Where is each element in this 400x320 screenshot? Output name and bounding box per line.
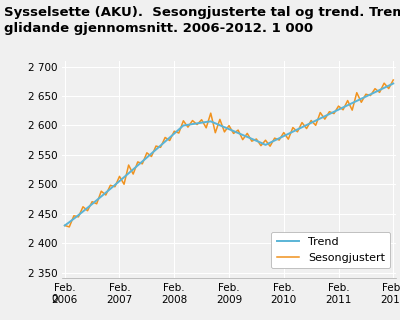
Sesongjustert xyxy=(67,225,72,229)
Legend: Trend, Sesongjustert: Trend, Sesongjustert xyxy=(271,232,390,268)
Text: 0: 0 xyxy=(52,294,58,304)
Sesongjustert xyxy=(231,132,236,135)
Trend xyxy=(135,164,140,167)
Sesongjustert xyxy=(140,162,145,166)
Trend xyxy=(336,108,341,112)
Trend xyxy=(359,97,364,101)
Line: Sesongjustert: Sesongjustert xyxy=(65,80,393,227)
Trend xyxy=(391,82,396,85)
Sesongjustert xyxy=(62,224,67,228)
Trend xyxy=(345,103,350,107)
Sesongjustert xyxy=(391,78,396,82)
Sesongjustert xyxy=(341,108,346,112)
Text: Sysselsette (AKU).  Sesongjusterte tal og trend. Tremånaders
glidande gjennomsni: Sysselsette (AKU). Sesongjusterte tal og… xyxy=(4,5,400,36)
Sesongjustert xyxy=(364,92,368,96)
Sesongjustert xyxy=(176,131,181,135)
Trend xyxy=(226,127,231,131)
Trend xyxy=(172,132,177,135)
Line: Trend: Trend xyxy=(65,84,393,226)
Sesongjustert xyxy=(350,108,354,112)
Trend xyxy=(62,224,67,228)
